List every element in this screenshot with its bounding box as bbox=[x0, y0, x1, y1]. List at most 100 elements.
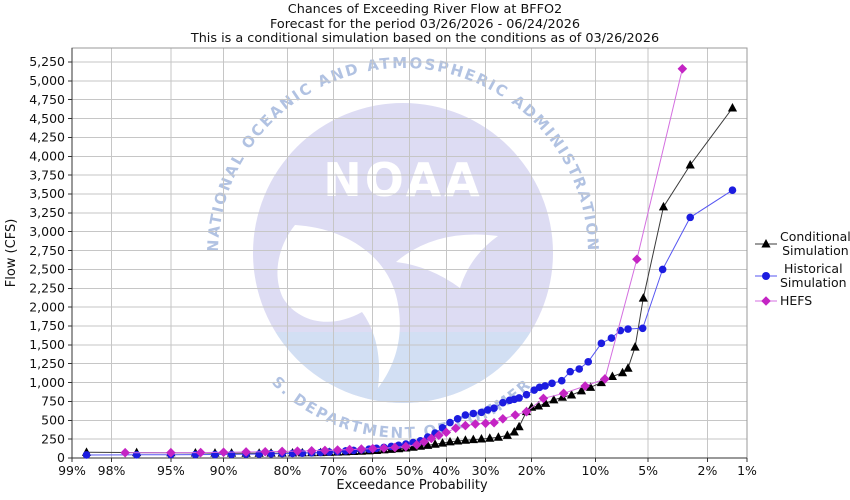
data-point bbox=[658, 201, 669, 211]
data-point bbox=[541, 382, 549, 390]
x-tick-label: 90% bbox=[210, 463, 238, 478]
data-point bbox=[411, 440, 422, 450]
data-point bbox=[356, 444, 367, 454]
y-tick-label: 3,000 bbox=[29, 224, 65, 239]
y-tick-label: 2,000 bbox=[29, 299, 65, 314]
data-point bbox=[477, 408, 486, 417]
y-tick-label: 1,500 bbox=[29, 337, 65, 352]
data-point bbox=[460, 435, 471, 444]
data-point bbox=[575, 365, 584, 373]
chart-title-line3: This is a conditional simulation based o… bbox=[190, 31, 660, 46]
x-tick-label: 40% bbox=[432, 463, 460, 478]
noaa-acronym-text: NOAA bbox=[323, 153, 483, 207]
data-point bbox=[445, 436, 455, 446]
data-point bbox=[433, 430, 444, 441]
data-point bbox=[541, 398, 551, 407]
gridlines bbox=[72, 48, 748, 458]
data-point bbox=[566, 367, 574, 376]
axis-ticks bbox=[68, 61, 748, 462]
data-point bbox=[522, 390, 531, 399]
y-tick-label: 1,250 bbox=[29, 356, 65, 371]
y-tick-label: 4,500 bbox=[29, 111, 65, 126]
data-point bbox=[493, 432, 504, 441]
y-tick-label: 250 bbox=[41, 431, 65, 446]
x-axis-title: Exceedance Probability bbox=[336, 478, 488, 493]
data-point bbox=[408, 442, 418, 451]
data-point bbox=[277, 446, 287, 457]
x-tick-label: 10% bbox=[582, 463, 610, 478]
y-tick-label: 750 bbox=[41, 394, 65, 409]
chart-title-line1: Chances of Exceeding River Flow at BFFO2 bbox=[287, 2, 563, 17]
legend-entry-hefs: HEFS bbox=[754, 294, 850, 308]
x-tick-label: 5% bbox=[638, 463, 658, 478]
data-point bbox=[630, 342, 640, 351]
data-point bbox=[499, 398, 507, 407]
data-point bbox=[195, 447, 206, 458]
y-axis-title: Flow (CFS) bbox=[4, 219, 19, 288]
data-point bbox=[483, 406, 492, 414]
data-point bbox=[509, 426, 519, 436]
data-point bbox=[638, 324, 647, 333]
data-point bbox=[423, 440, 433, 449]
data-point bbox=[498, 413, 508, 424]
data-point bbox=[306, 446, 317, 456]
data-point bbox=[461, 411, 470, 419]
data-series bbox=[81, 63, 738, 459]
data-point bbox=[566, 390, 577, 399]
data-point bbox=[426, 433, 437, 444]
data-point bbox=[584, 358, 593, 366]
data-point bbox=[686, 213, 695, 222]
data-point bbox=[727, 103, 738, 112]
data-point bbox=[332, 445, 343, 455]
noaa-bird-wing-icon bbox=[396, 234, 498, 288]
y-tick-label: 500 bbox=[41, 412, 65, 427]
x-tick-label: 2% bbox=[698, 463, 718, 478]
data-point bbox=[344, 444, 355, 455]
data-point bbox=[166, 447, 176, 458]
data-point bbox=[658, 265, 667, 274]
legend-label-conditional-line2: Simulation bbox=[782, 242, 849, 258]
y-tick-label: 4,250 bbox=[29, 130, 65, 145]
data-point bbox=[453, 436, 463, 445]
data-point bbox=[401, 441, 411, 452]
legend-label-hefs-line1: HEFS bbox=[780, 293, 813, 309]
data-point bbox=[677, 63, 688, 74]
data-point bbox=[515, 394, 523, 402]
data-point bbox=[638, 293, 648, 302]
legend-label-historical-line1: Historical bbox=[784, 261, 843, 276]
noaa-disc bbox=[253, 103, 553, 403]
axis-tick-labels: 0 250 500 750 1,000 1,250 1,500 1,750 2,000 2,250… bbox=[29, 54, 757, 478]
x-tick-label: 98% bbox=[98, 463, 126, 478]
data-point bbox=[320, 445, 330, 456]
data-point bbox=[607, 371, 617, 381]
data-point bbox=[489, 417, 499, 428]
data-point bbox=[470, 419, 481, 429]
y-tick-label: 1,750 bbox=[29, 318, 65, 333]
chart-title-line2: Forecast for the period 03/26/2026 - 06/… bbox=[269, 16, 581, 32]
data-point bbox=[490, 404, 498, 413]
data-point bbox=[728, 186, 737, 195]
noaa-logo-watermark: NOAA NATIONAL OCEANIC AND ATMOSPHERIC AD… bbox=[0, 0, 600, 442]
series-hefs bbox=[120, 63, 688, 458]
data-point bbox=[468, 434, 478, 444]
data-point bbox=[469, 409, 478, 418]
data-point bbox=[453, 414, 462, 423]
data-point bbox=[600, 374, 610, 384]
data-point bbox=[218, 447, 229, 458]
y-tick-label: 1,000 bbox=[29, 375, 65, 390]
data-point bbox=[460, 420, 471, 431]
data-point bbox=[441, 427, 452, 438]
legend: Conditional Simulation Historical Simula… bbox=[754, 230, 850, 313]
data-point bbox=[450, 423, 461, 434]
data-point bbox=[557, 376, 566, 385]
data-point bbox=[476, 433, 487, 443]
x-tick-label: 95% bbox=[157, 463, 185, 478]
series-line bbox=[86, 189, 733, 456]
data-point bbox=[292, 446, 303, 456]
y-tick-label: 3,250 bbox=[29, 205, 65, 220]
data-point bbox=[596, 377, 606, 387]
y-tick-label: 3,750 bbox=[29, 167, 65, 182]
data-point bbox=[510, 410, 521, 420]
data-point bbox=[430, 439, 440, 448]
chart-title-block: Chances of Exceeding River Flow at BFFO2… bbox=[0, 2, 850, 47]
